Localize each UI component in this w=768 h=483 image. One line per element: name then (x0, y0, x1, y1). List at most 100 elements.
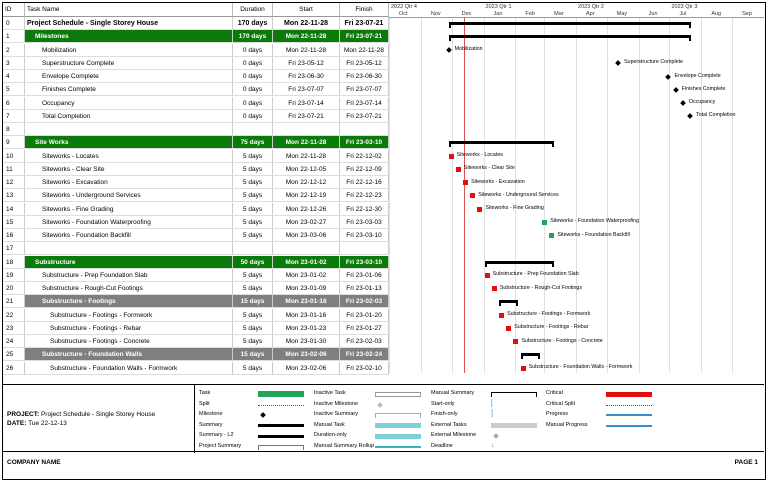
task-bar[interactable] (542, 219, 548, 225)
task-id: 10 (3, 149, 25, 163)
task-start: Mon 23-01-23 (273, 321, 340, 335)
task-finish: Fri 23-03-10 (340, 136, 389, 150)
header-id[interactable]: ID (3, 3, 25, 17)
critical-task-bar[interactable] (520, 365, 526, 371)
table-row[interactable]: 19 Substructure - Prep Foundation Slab 5 d… (3, 268, 389, 282)
summary-bar-cap (484, 260, 487, 267)
table-row[interactable]: 23 Substructure - Footings - Rebar 5 days M… (3, 321, 389, 335)
task-start: Fri 23-06-30 (273, 70, 340, 83)
milestone-diamond-icon[interactable] (445, 47, 452, 53)
task-duration: 5 days (233, 229, 273, 242)
table-row[interactable]: 12 Siteworks - Excavation 5 days Mon 22-12-… (3, 176, 389, 189)
timescale-month: Sep (742, 11, 752, 17)
task-name: Siteworks - Foundation Waterproofing (25, 215, 233, 229)
table-row[interactable]: 5 Finishes Complete 0 days Fri 23-07-07 Fri … (3, 83, 389, 97)
table-row[interactable]: 13 Siteworks - Underground Services 5 days… (3, 189, 389, 203)
table-row[interactable]: 16 Siteworks - Foundation Backfill 5 days M… (3, 229, 389, 242)
table-row[interactable]: 0 Project Schedule - Single Storey House 1… (3, 17, 389, 30)
legend-label: Critical Split (546, 400, 576, 407)
critical-task-bar[interactable] (448, 153, 454, 159)
table-row[interactable]: 8 (3, 123, 389, 136)
task-start: Mon 22-11-28 (273, 30, 340, 44)
table-row[interactable]: 11 Siteworks - Clear Site 5 days Mon 22-12-… (3, 162, 389, 176)
table-row[interactable]: 9 Site Works 75 days Mon 22-11-28 Fri 23-03-… (3, 136, 389, 150)
task-start: Fri 23-07-07 (273, 83, 340, 97)
summary-bar[interactable] (448, 141, 555, 145)
task-finish: Fri 23-01-27 (340, 321, 389, 335)
task-name: Substructure - Rough-Cut Footings (25, 282, 233, 295)
critical-task-bar[interactable] (455, 166, 461, 172)
task-duration: 0 days (233, 56, 273, 70)
critical-task-bar[interactable] (506, 325, 512, 331)
table-row[interactable]: 25 Substructure - Foundation Walls 15 days… (3, 348, 389, 362)
timescale-quarter: 2023 Qtr 1 (485, 4, 512, 10)
summary-bar-cap (552, 260, 555, 267)
legend-swatch (258, 424, 304, 427)
task-finish: Mon 22-11-28 (340, 43, 389, 57)
table-row[interactable]: 15 Siteworks - Foundation Waterproofing 5 … (3, 215, 389, 229)
table-row[interactable]: 17 (3, 242, 389, 256)
timescale-month: Oct (399, 11, 408, 17)
summary-bar[interactable] (448, 22, 692, 25)
critical-task-bar[interactable] (477, 206, 483, 212)
table-row[interactable]: 22 Substructure - Footings - Formwork 5 da… (3, 308, 389, 322)
critical-task-bar[interactable] (513, 339, 519, 344)
milestone-diamond-icon[interactable] (615, 60, 621, 67)
table-row[interactable]: 24 Substructure - Footings - Concrete 5 da… (3, 335, 389, 348)
summary-bar[interactable] (484, 260, 555, 264)
task-finish: Fri 23-03-10 (340, 229, 389, 242)
table-row[interactable]: 7 Total Completion 0 days Fri 23-07-21 Fri 2… (3, 109, 389, 123)
header-task-name[interactable]: Task Name (25, 3, 233, 17)
legend-label: Duration-only (314, 432, 347, 438)
critical-task-bar[interactable] (491, 286, 497, 291)
legend-glyph-icon: ↓ (491, 441, 495, 449)
critical-task-bar[interactable] (462, 180, 469, 185)
summary-bar[interactable] (498, 300, 519, 304)
task-start: Mon 23-02-06 (273, 348, 340, 362)
table-row[interactable]: 3 Superstructure Complete 0 days Fri 23-05-… (3, 56, 389, 70)
summary-bar[interactable] (520, 353, 541, 357)
task-name: Substructure - Foundation Walls - Formwo… (25, 361, 233, 375)
table-row[interactable]: 10 Siteworks - Locates 5 days Mon 22-11-28 F… (3, 149, 389, 163)
summary-bar[interactable] (448, 35, 692, 39)
legend-label: External Tasks (431, 421, 467, 428)
task-id: 26 (3, 361, 25, 375)
task-id: 9 (3, 136, 25, 150)
milestone-diamond-icon[interactable] (679, 100, 686, 106)
table-row[interactable]: 26 Substructure - Foundation Walls - Form… (3, 361, 389, 375)
legend-swatch (491, 392, 537, 397)
task-duration (233, 123, 273, 136)
critical-task-bar[interactable] (470, 193, 476, 199)
task-start: Mon 23-01-02 (273, 255, 340, 269)
milestone-diamond-icon[interactable] (672, 86, 679, 93)
table-row[interactable]: 20 Substructure - Rough-Cut Footings 5 day… (3, 282, 389, 295)
table-row[interactable]: 6 Occupancy 0 days Fri 23-07-14 Fri 23-07-14 (3, 96, 389, 110)
legend-label: Summary - L2 (199, 432, 234, 438)
task-start: Mon 22-11-28 (273, 149, 340, 163)
bar-label: Substructure - Footings - Concrete (521, 337, 603, 344)
task-name: Siteworks - Locates (25, 149, 233, 163)
task-id: 16 (3, 229, 25, 242)
table-row[interactable]: 21 Substructure - Footings 15 days Mon 23-0… (3, 295, 389, 309)
header-finish[interactable]: Finish (340, 3, 389, 17)
header-start[interactable]: Start (273, 3, 340, 17)
table-row[interactable]: 2 Mobilization 0 days Mon 22-11-28 Mon 22-11… (3, 43, 389, 57)
company-name: COMPANY NAME (7, 459, 61, 466)
project-label: PROJECT: (7, 411, 40, 418)
table-row[interactable]: 18 Substructure 50 days Mon 23-01-02 Fri 23-… (3, 255, 389, 269)
table-row[interactable]: 14 Siteworks - Fine Grading 5 days Mon 22-1… (3, 202, 389, 216)
task-finish: Fri 22-12-16 (340, 176, 389, 189)
table-row[interactable]: 1 Milestones 170 days Mon 22-11-28 Fri 23-07… (3, 30, 389, 44)
task-finish (340, 242, 389, 256)
task-start: Mon 23-01-16 (273, 295, 340, 309)
milestone-diamond-icon[interactable] (687, 113, 693, 120)
header-duration[interactable]: Duration (233, 3, 273, 17)
task-bar[interactable] (549, 233, 555, 238)
critical-task-bar[interactable] (498, 312, 505, 318)
table-row[interactable]: 4 Envelope Complete 0 days Fri 23-06-30 Fri … (3, 70, 389, 83)
timescale-month: Dec (461, 11, 472, 17)
critical-task-bar[interactable] (484, 272, 490, 278)
task-finish: Fri 23-07-21 (340, 109, 389, 123)
task-duration: 0 days (233, 109, 273, 123)
summary-bar-cap (520, 353, 523, 360)
